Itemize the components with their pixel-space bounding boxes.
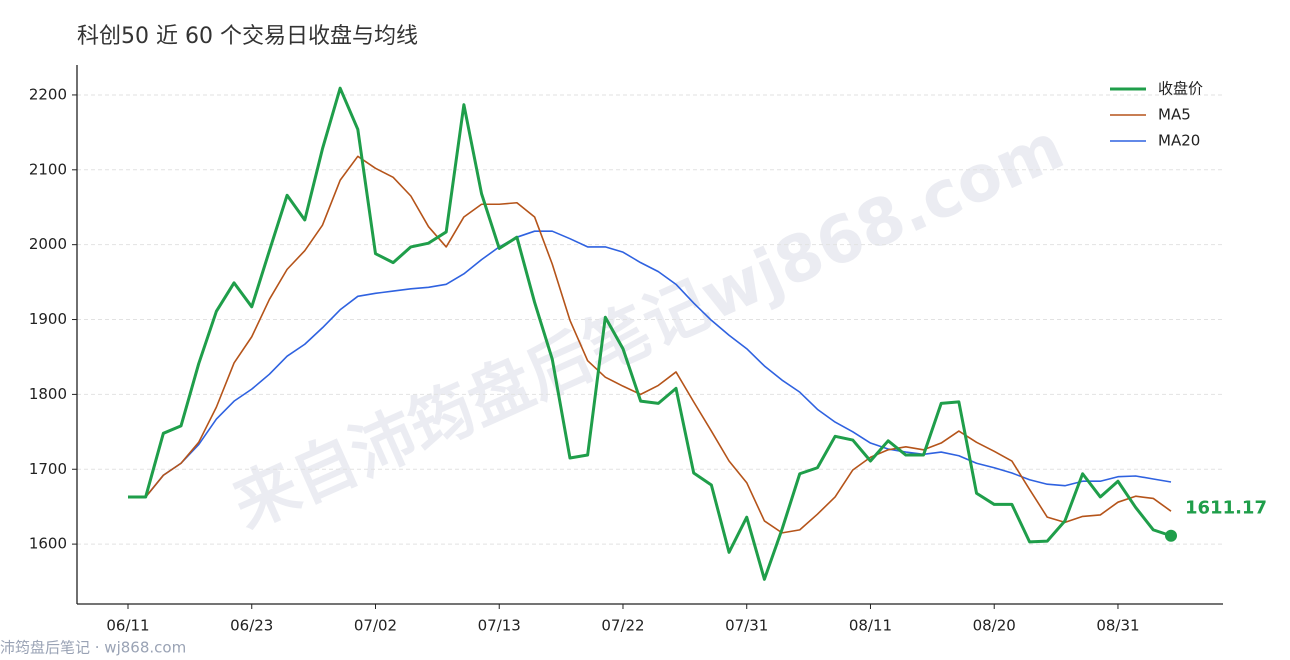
legend-label: MA5 bbox=[1158, 106, 1191, 124]
x-tick-label: 08/11 bbox=[849, 617, 892, 635]
footer: 沛筠盘后笔记 · wj868.com bbox=[0, 639, 186, 657]
y-tick-label: 2200 bbox=[29, 85, 67, 103]
series-line bbox=[128, 155, 1172, 534]
y-tick-label: 1600 bbox=[29, 535, 67, 553]
watermark: 来自沛筠盘后笔记wj868.com bbox=[223, 110, 1075, 543]
series-line bbox=[128, 86, 1172, 581]
x-tick-label: 06/11 bbox=[106, 617, 149, 635]
series-line bbox=[128, 230, 1172, 498]
x-tick-label: 07/31 bbox=[725, 617, 768, 635]
y-tick-label: 2000 bbox=[29, 235, 67, 253]
chart-title: 科创50 近 60 个交易日收盘与均线 bbox=[77, 24, 418, 49]
y-tick-label: 1700 bbox=[29, 460, 67, 478]
y-tick-label: 2100 bbox=[29, 160, 67, 178]
x-tick-label: 07/13 bbox=[478, 617, 521, 635]
x-tick-label: 06/23 bbox=[230, 617, 273, 635]
legend-label: MA20 bbox=[1158, 132, 1200, 150]
last-point bbox=[1165, 529, 1177, 542]
x-tick-label: 08/20 bbox=[973, 617, 1016, 635]
x-tick-label: 07/02 bbox=[354, 617, 397, 635]
x-tick-label: 07/22 bbox=[601, 617, 644, 635]
x-tick-label: 08/31 bbox=[1096, 617, 1139, 635]
last-value-label: 1611.17 bbox=[1185, 498, 1267, 519]
legend-label: 收盘价 bbox=[1158, 80, 1203, 98]
y-tick-label: 1800 bbox=[29, 385, 67, 403]
y-tick-label: 1900 bbox=[29, 310, 67, 328]
